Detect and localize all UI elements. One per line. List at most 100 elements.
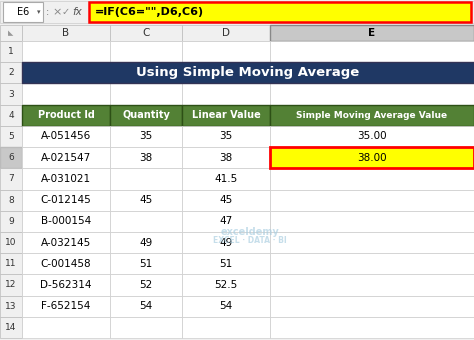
- Bar: [182, 295, 270, 317]
- Bar: [0, 83, 22, 105]
- Text: 14: 14: [5, 323, 17, 332]
- Text: 35: 35: [219, 132, 233, 141]
- Bar: [22, 41, 110, 62]
- Bar: [270, 126, 474, 147]
- Text: Quantity: Quantity: [122, 110, 170, 120]
- Bar: [182, 295, 270, 317]
- Text: 38.00: 38.00: [357, 153, 387, 163]
- Bar: [270, 147, 474, 168]
- Bar: [182, 168, 270, 189]
- Text: Linear Value: Linear Value: [191, 110, 260, 120]
- Bar: [270, 274, 474, 295]
- Bar: [110, 189, 182, 211]
- Bar: [182, 189, 270, 211]
- Bar: [270, 211, 474, 232]
- Text: 41.5: 41.5: [214, 174, 237, 184]
- Text: F-652154: F-652154: [41, 301, 91, 311]
- Text: 35.00: 35.00: [357, 132, 387, 141]
- Text: A-031021: A-031021: [41, 174, 91, 184]
- Bar: [270, 62, 474, 83]
- Bar: [22, 295, 110, 317]
- Text: 7: 7: [8, 174, 14, 183]
- Bar: [22, 295, 110, 317]
- Text: ▾: ▾: [37, 9, 41, 15]
- Bar: [22, 147, 110, 168]
- Text: Using Simple Moving Average: Using Simple Moving Average: [137, 66, 360, 79]
- Bar: [22, 168, 110, 189]
- Text: ◣: ◣: [9, 30, 14, 36]
- Text: ✓: ✓: [62, 7, 70, 17]
- Text: 52: 52: [139, 280, 153, 290]
- Bar: [182, 232, 270, 253]
- Text: 3: 3: [8, 89, 14, 99]
- Bar: [182, 168, 270, 189]
- Text: A-032145: A-032145: [41, 238, 91, 248]
- Bar: [110, 232, 182, 253]
- Bar: [110, 253, 182, 274]
- Text: E: E: [368, 28, 375, 38]
- Text: 49: 49: [219, 238, 233, 248]
- Text: A-051456: A-051456: [41, 132, 91, 141]
- Bar: [270, 253, 474, 274]
- Bar: [110, 147, 182, 168]
- Text: B: B: [63, 28, 70, 38]
- Bar: [22, 147, 110, 168]
- Bar: [182, 232, 270, 253]
- Bar: [110, 83, 182, 105]
- Text: A-021547: A-021547: [41, 153, 91, 163]
- Bar: [22, 25, 110, 41]
- Bar: [270, 105, 474, 126]
- Text: exceldemy: exceldemy: [220, 227, 279, 237]
- Text: D-562314: D-562314: [40, 280, 92, 290]
- Text: C: C: [142, 28, 150, 38]
- Text: E6: E6: [17, 7, 29, 17]
- Bar: [182, 189, 270, 211]
- Text: 8: 8: [8, 195, 14, 205]
- Bar: [110, 317, 182, 338]
- Bar: [22, 211, 110, 232]
- Bar: [22, 189, 110, 211]
- Bar: [270, 317, 474, 338]
- Bar: [22, 232, 110, 253]
- Bar: [270, 147, 474, 168]
- Bar: [0, 41, 22, 62]
- Text: 13: 13: [5, 302, 17, 311]
- Text: 10: 10: [5, 238, 17, 247]
- Text: D: D: [222, 28, 230, 38]
- Bar: [0, 295, 22, 317]
- Bar: [182, 211, 270, 232]
- Bar: [0, 62, 22, 83]
- Text: 47: 47: [219, 216, 233, 226]
- Bar: [0, 253, 22, 274]
- Bar: [110, 211, 182, 232]
- Bar: [110, 189, 182, 211]
- Bar: [182, 126, 270, 147]
- Text: 35: 35: [139, 132, 153, 141]
- Text: ×: ×: [52, 7, 62, 17]
- Bar: [270, 189, 474, 211]
- Bar: [110, 274, 182, 295]
- Text: 1: 1: [8, 47, 14, 56]
- Bar: [110, 168, 182, 189]
- Text: :: :: [46, 7, 50, 17]
- Bar: [182, 41, 270, 62]
- Bar: [22, 189, 110, 211]
- Bar: [182, 105, 270, 126]
- Bar: [110, 126, 182, 147]
- Bar: [0, 25, 22, 41]
- Bar: [110, 126, 182, 147]
- Bar: [270, 168, 474, 189]
- Bar: [22, 232, 110, 253]
- Bar: [22, 126, 110, 147]
- Bar: [0, 317, 22, 338]
- Bar: [110, 253, 182, 274]
- Bar: [22, 317, 110, 338]
- Bar: [270, 41, 474, 62]
- Text: 51: 51: [139, 259, 153, 269]
- Bar: [0, 147, 22, 168]
- Bar: [270, 189, 474, 211]
- Text: 4: 4: [8, 111, 14, 120]
- Text: fx: fx: [72, 7, 82, 17]
- Bar: [182, 253, 270, 274]
- Bar: [0, 232, 22, 253]
